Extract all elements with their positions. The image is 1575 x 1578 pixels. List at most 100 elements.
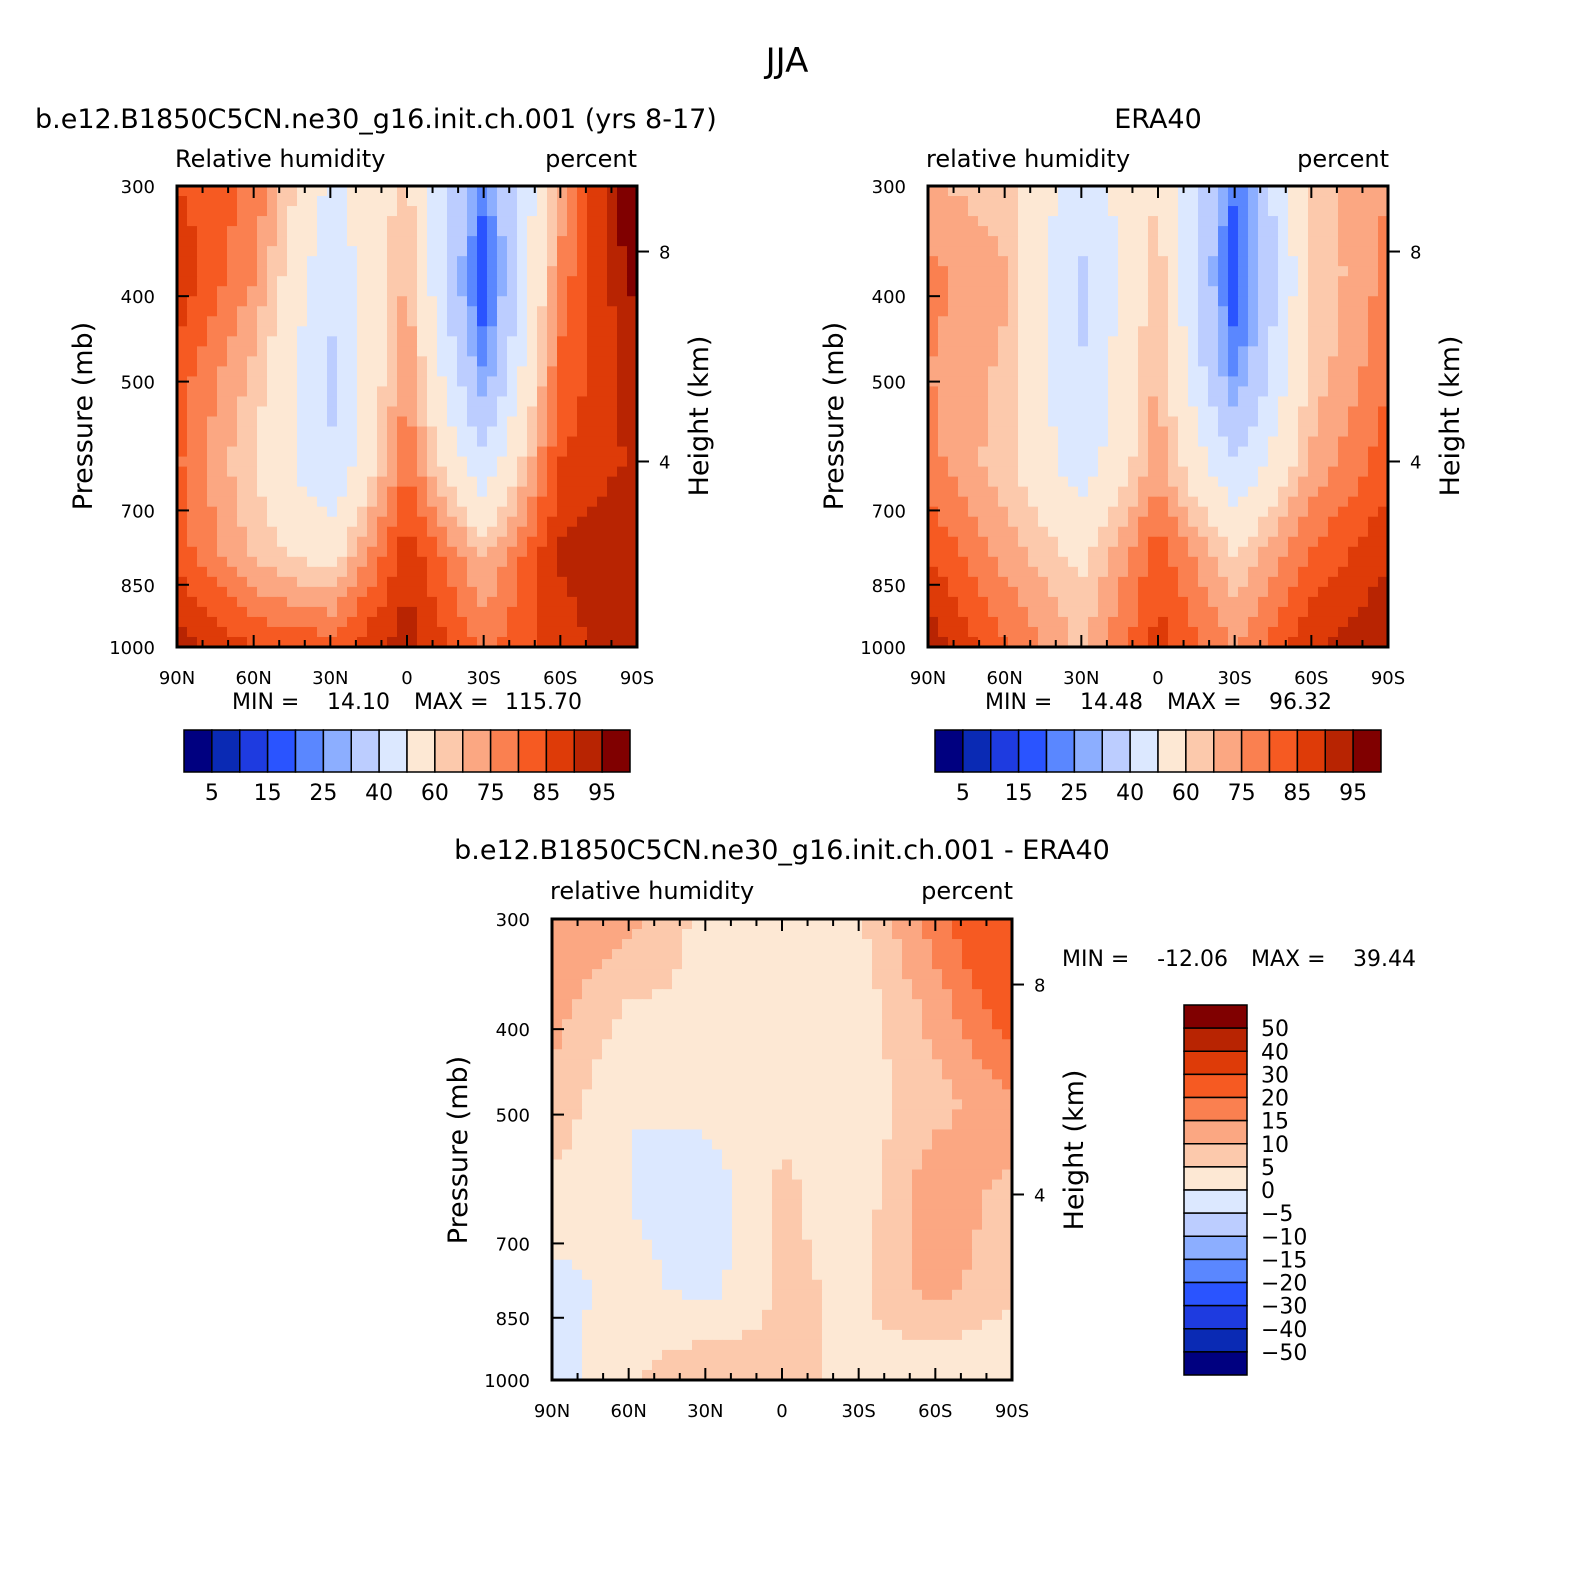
heatmap-cell (1358, 586, 1369, 598)
heatmap-cell (1018, 616, 1029, 628)
heatmap-cell (1078, 486, 1089, 498)
heatmap-cell (607, 586, 618, 598)
heatmap-cell (397, 186, 408, 197)
heatmap-cell (187, 486, 198, 498)
heatmap-cell (547, 606, 558, 618)
heatmap-cell (1038, 636, 1049, 648)
heatmap-cell (247, 576, 258, 588)
heatmap-cell (347, 376, 358, 388)
heatmap-cell (1188, 376, 1199, 388)
heatmap-cell (998, 366, 1009, 378)
heatmap-cell (1318, 596, 1329, 608)
heatmap-cell (1098, 596, 1109, 608)
heatmap-cell (642, 949, 653, 960)
heatmap-cell (1308, 546, 1319, 558)
heatmap-cell (1238, 206, 1249, 217)
heatmap-cell (487, 196, 498, 207)
heatmap-cell (622, 959, 633, 970)
heatmap-cell (1128, 276, 1139, 287)
heatmap-cell (1218, 366, 1229, 378)
heatmap-cell (958, 246, 969, 257)
heatmap-cell (1028, 616, 1039, 628)
heatmap-cell (998, 356, 1009, 367)
heatmap-cell (1178, 216, 1189, 227)
heatmap-cell (1228, 446, 1239, 458)
heatmap-cell (207, 546, 218, 558)
heatmap-cell (377, 556, 388, 568)
heatmap-cell (938, 566, 949, 578)
heatmap-cell (1178, 356, 1189, 367)
heatmap-cell (417, 436, 428, 448)
heatmap-cell (397, 466, 408, 478)
heatmap-cell (732, 959, 743, 970)
heatmap-cell (237, 626, 248, 638)
heatmap-cell (978, 256, 989, 267)
heatmap-cell (938, 306, 949, 317)
heatmap-cell (958, 426, 969, 438)
heatmap-cell (938, 636, 949, 648)
heatmap-cell (327, 196, 338, 207)
heatmap-cell (597, 476, 608, 488)
heatmap-cell (702, 939, 713, 950)
heatmap-cell (1318, 276, 1329, 287)
heatmap-cell (337, 516, 348, 528)
heatmap-cell (247, 596, 258, 608)
heatmap-cell (187, 546, 198, 558)
heatmap-cell (497, 506, 508, 518)
heatmap-cell (427, 476, 438, 488)
heatmap-cell (1018, 186, 1029, 197)
heatmap-cell (1008, 396, 1019, 408)
heatmap-cell (1348, 506, 1359, 518)
heatmap-cell (547, 616, 558, 628)
heatmap-cell (607, 296, 618, 307)
heatmap-cell (722, 1019, 733, 1030)
heatmap-cell (1068, 246, 1079, 257)
heatmap-cell (552, 969, 563, 980)
heatmap-cell (722, 929, 733, 940)
heatmap-cell (397, 266, 408, 277)
heatmap-cell (958, 486, 969, 498)
heatmap-cell (1048, 586, 1059, 598)
heatmap-cell (367, 476, 378, 488)
heatmap-cell (1318, 366, 1329, 378)
heatmap-cell (507, 356, 518, 367)
heatmap-cell (928, 586, 939, 598)
heatmap-cell (1198, 556, 1209, 568)
heatmap-cell (457, 396, 468, 408)
heatmap-cell (437, 386, 448, 398)
heatmap-cell (988, 436, 999, 448)
colorbar-label: 40 (365, 781, 393, 806)
heatmap-cell (347, 386, 358, 398)
heatmap-cell (782, 939, 793, 950)
y-tick-label: 500 (121, 373, 155, 394)
heatmap-cell (692, 929, 703, 940)
heatmap-cell (317, 626, 328, 638)
heatmap-cell (972, 929, 983, 940)
heatmap-cell (297, 306, 308, 317)
heatmap-cell (347, 456, 358, 468)
heatmap-cell (537, 486, 548, 498)
heatmap-cell (1238, 366, 1249, 378)
heatmap-cell (1108, 216, 1119, 227)
heatmap-cell (622, 969, 633, 980)
heatmap-cell (1378, 216, 1389, 227)
heatmap-cell (477, 396, 488, 408)
heatmap-cell (197, 276, 208, 287)
heatmap-cell (1378, 606, 1389, 618)
heatmap-cell (1378, 316, 1389, 327)
heatmap-cell (337, 306, 348, 317)
heatmap-cell (267, 226, 278, 237)
heatmap-cell (457, 316, 468, 327)
heatmap-cell (547, 556, 558, 568)
heatmap-cell (277, 396, 288, 408)
heatmap-cell (587, 596, 598, 608)
heatmap-cell (1358, 506, 1369, 518)
heatmap-cell (217, 356, 228, 367)
heatmap-cell (1278, 316, 1289, 327)
colorbar-label: 5 (956, 781, 970, 806)
heatmap-cell (427, 376, 438, 388)
heatmap-cell (1018, 286, 1029, 297)
heatmap-cell (1118, 506, 1129, 518)
heatmap-cell (557, 196, 568, 207)
heatmap-cell (577, 616, 588, 628)
